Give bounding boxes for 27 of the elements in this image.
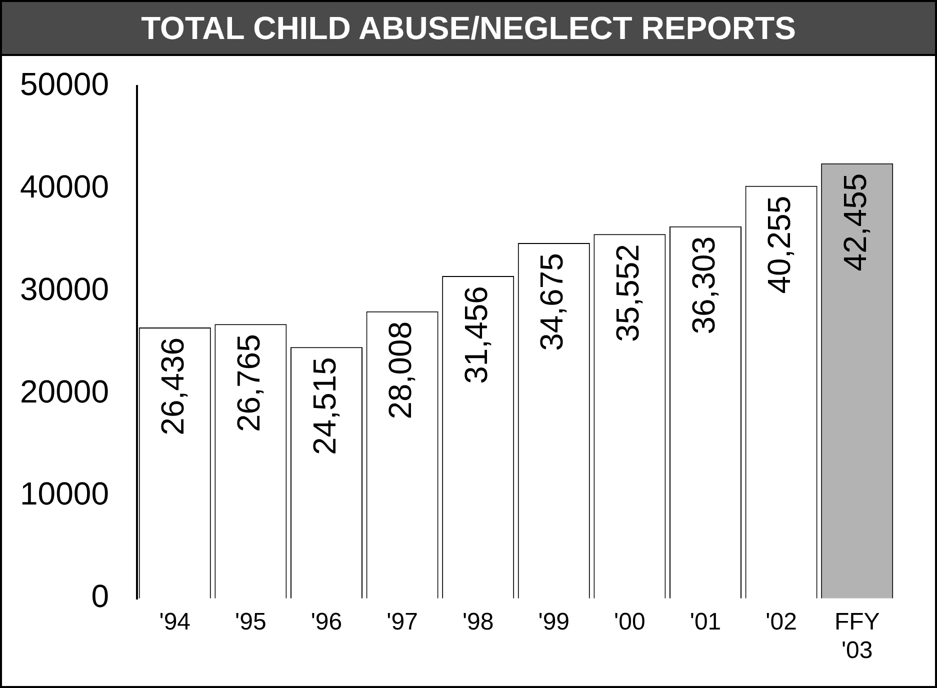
x-tick-label: '01 <box>690 608 722 636</box>
data-label: 31,456 <box>458 286 494 384</box>
y-tick-label: 0 <box>91 578 109 614</box>
x-tick-label: FFY '03 <box>834 608 880 664</box>
x-tick-label: '98 <box>462 608 494 636</box>
x-tick-label: '97 <box>386 608 418 636</box>
data-label: 42,455 <box>836 173 873 272</box>
x-tick-label: '99 <box>538 608 570 636</box>
chart-title: TOTAL CHILD ABUSE/NEGLECT REPORTS <box>2 2 935 56</box>
data-label: 35,552 <box>610 244 646 342</box>
x-tick-label: '94 <box>159 608 191 636</box>
x-tick-label: '00 <box>614 608 646 636</box>
data-label: 24,515 <box>306 357 342 456</box>
y-tick-label: 10000 <box>20 476 109 512</box>
y-tick-label: 20000 <box>20 373 109 410</box>
y-tick-label: 50000 <box>20 66 109 102</box>
x-tick-label: '02 <box>766 608 797 636</box>
data-label: 26,765 <box>230 334 267 432</box>
data-label: 34,675 <box>534 253 570 351</box>
y-tick-label: 30000 <box>20 270 109 307</box>
data-label: 26,436 <box>154 337 191 436</box>
data-label: 28,008 <box>382 321 418 420</box>
x-tick-label: '95 <box>235 608 266 636</box>
y-tick-label: 40000 <box>20 168 109 204</box>
data-label: 40,255 <box>761 196 798 294</box>
data-label: 36,303 <box>685 236 722 334</box>
x-tick-label: '96 <box>310 608 342 636</box>
